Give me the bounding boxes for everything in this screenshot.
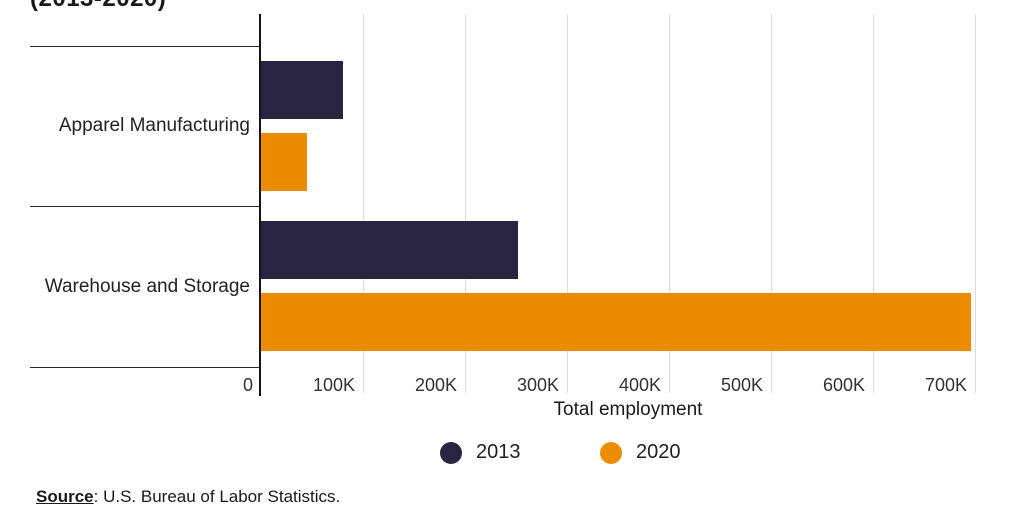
gridline-700K [975, 14, 976, 393]
gridline-300K [567, 14, 568, 393]
bar-2020-warehouse-and-storage[interactable] [261, 293, 971, 351]
source-text: : U.S. Bureau of Labor Statistics. [93, 487, 341, 506]
gridline-100K [363, 14, 364, 393]
row-separator-1 [30, 206, 259, 207]
x-tick-200K: 200K [414, 375, 457, 395]
gridline-600K [873, 14, 874, 393]
x-tick-600K: 600K [822, 375, 865, 395]
legend-dot-2020 [600, 441, 622, 464]
x-axis-title: Total employment [553, 399, 703, 420]
legend-dot-2013 [440, 441, 462, 464]
legend: 2013 2020 [0, 441, 1024, 465]
bar-2020-apparel-manufacturing[interactable] [261, 133, 307, 191]
gridline-200K [465, 14, 466, 393]
legend-label-2020: 2020 [636, 441, 681, 463]
gridline-500K [771, 14, 772, 393]
bar-2013-warehouse-and-storage[interactable] [261, 221, 518, 279]
source-label: Source [36, 487, 94, 506]
category-label-apparel-manufacturing: Apparel Manufacturing [58, 115, 250, 136]
gridline-400K [669, 14, 670, 393]
row-separator-0 [30, 46, 259, 47]
legend-item-2020: 2020 [600, 441, 681, 464]
legend-item-2013: 2013 [440, 441, 521, 464]
x-tick-400K: 400K [618, 375, 661, 395]
x-tick-300K: 300K [516, 375, 559, 395]
chart-title-fragment: (2013-2020) [30, 0, 166, 13]
x-tick-100K: 100K [312, 375, 355, 395]
row-separator-2 [30, 367, 259, 368]
legend-label-2013: 2013 [476, 441, 521, 463]
source-note: Source: U.S. Bureau of Labor Statistics. [36, 487, 340, 507]
x-tick-0: 0 [242, 375, 253, 395]
category-label-warehouse-and-storage: Warehouse and Storage [44, 276, 250, 297]
x-tick-500K: 500K [720, 375, 763, 395]
x-axis-zero-line [259, 14, 261, 396]
bar-2013-apparel-manufacturing[interactable] [261, 61, 343, 119]
x-tick-700K: 700K [924, 375, 967, 395]
